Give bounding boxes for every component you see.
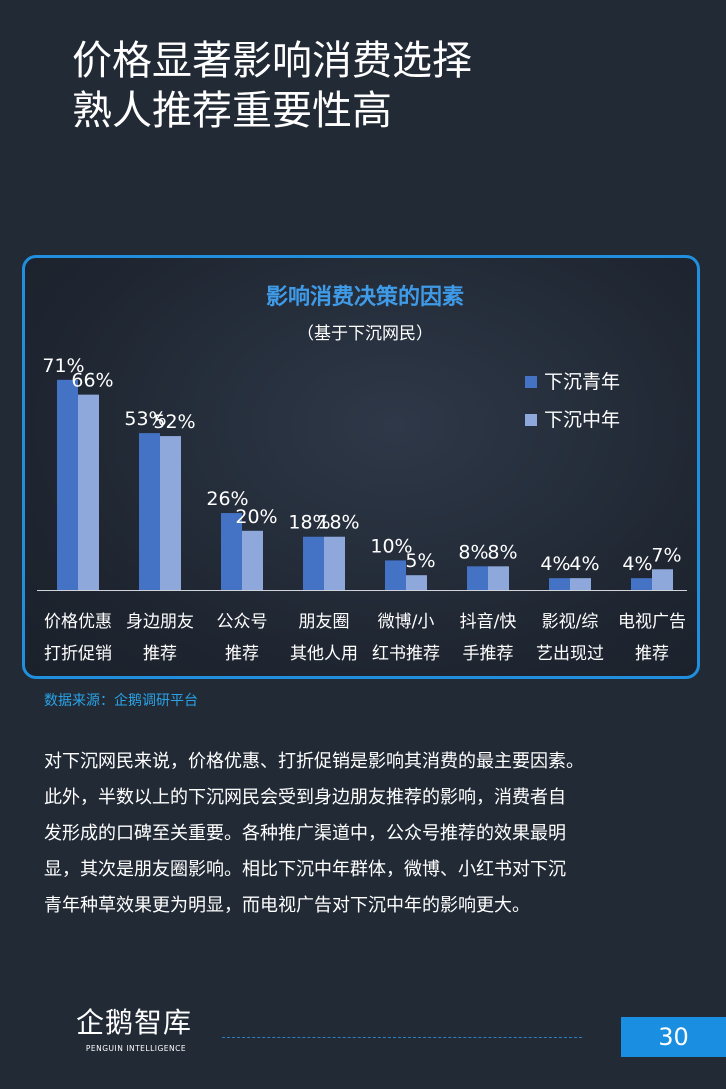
data-label-middle-aged-1: 52% (153, 411, 195, 433)
category-label-3-line-2: 其他人用 (290, 644, 358, 664)
category-label-2-line-1: 公众号 (217, 612, 268, 632)
category-label-3-line-1: 朋友圈 (299, 612, 350, 632)
body-line-3: 发形成的口碑至关重要。各种推广渠道中，公众号推荐的效果最明 (44, 823, 566, 844)
logo-chinese-name: 企鹅智库 (76, 1006, 193, 1039)
data-label-youth-6: 4% (540, 553, 570, 575)
legend-label-middle-aged: 下沉中年 (544, 409, 620, 431)
body-line-2: 此外，半数以上的下沉网民会受到身边朋友推荐的影响，消费者自 (44, 787, 566, 808)
category-label-6-line-1: 影视/综 (542, 612, 599, 632)
category-label-4-line-1: 微博/小 (378, 612, 435, 632)
category-label-1-line-2: 推荐 (143, 644, 177, 664)
chart-panel: 影响消费决策的因素 （基于下沉网民） 71% 66% 价格优惠打折促销 53% 52% 身边朋… (22, 255, 700, 679)
bar-middle-aged-1 (160, 436, 181, 590)
data-label-youth-4: 10% (370, 535, 412, 557)
category-label-2-line-2: 推荐 (225, 644, 259, 664)
bar-youth-1 (139, 433, 160, 590)
data-source: 数据来源：企鹅调研平台 (44, 693, 198, 709)
bar-youth-4 (385, 560, 406, 590)
category-label-0-line-1: 价格优惠 (44, 612, 112, 632)
category-label-0-line-2: 打折促销 (44, 644, 112, 664)
data-label-youth-5: 8% (458, 541, 488, 563)
category-label-5-line-1: 抖音/快 (460, 612, 517, 632)
body-paragraph: 对下沉网民来说，价格优惠、打折促销是影响其消费的最主要因素。 此外，半数以上的下… (44, 744, 684, 924)
bar-youth-0 (57, 379, 78, 590)
category-label-7-line-1: 电视广告 (618, 612, 686, 632)
legend-swatch-youth (525, 376, 537, 388)
chart-title: 影响消费决策的因素 (266, 284, 464, 310)
data-label-middle-aged-6: 4% (569, 553, 599, 575)
bar-middle-aged-4 (406, 575, 427, 590)
data-label-youth-2: 26% (206, 488, 248, 510)
legend-label-youth: 下沉青年 (544, 371, 620, 393)
data-label-youth-1: 53% (124, 408, 166, 430)
data-label-youth-0: 71% (42, 355, 84, 377)
footer-divider (222, 1037, 582, 1038)
category-label-6-line-2: 艺出现过 (536, 644, 604, 664)
data-label-middle-aged-4: 5% (405, 550, 435, 572)
category-label-4-line-2: 红书推荐 (372, 644, 440, 664)
body-line-4: 显，其次是朋友圈影响。相比下沉中年群体，微博、小红书对下沉 (44, 859, 566, 880)
bar-youth-7 (631, 578, 652, 590)
category-label-7-line-2: 推荐 (635, 644, 669, 664)
bar-middle-aged-2 (242, 530, 263, 590)
penguin-intelligence-logo: 企鹅智库 PENGUIN INTELLIGENCE (76, 1006, 196, 1064)
data-label-youth-3: 18% (288, 512, 330, 534)
bar-middle-aged-7 (652, 569, 673, 590)
bar-middle-aged-3 (324, 536, 345, 590)
bar-youth-6 (549, 578, 570, 590)
category-label-1-line-1: 身边朋友 (126, 612, 194, 632)
category-label-5-line-2: 手推荐 (463, 644, 514, 664)
page-title-line-1: 价格显著影响消费选择 (72, 38, 472, 84)
page-title-line-2: 熟人推荐重要性高 (72, 88, 392, 134)
page-title: 价格显著影响消费选择 熟人推荐重要性高 (72, 36, 672, 136)
bar-youth-2 (221, 513, 242, 590)
body-line-5: 青年种草效果更为明显，而电视广告对下沉中年的影响更大。 (44, 895, 530, 916)
data-label-middle-aged-3: 18% (317, 512, 359, 534)
data-label-middle-aged-5: 8% (487, 541, 517, 563)
legend-swatch-middle-aged (525, 414, 537, 426)
data-label-middle-aged-7: 7% (651, 544, 681, 566)
logo-english-name: PENGUIN INTELLIGENCE (85, 1044, 187, 1053)
data-label-middle-aged-2: 20% (235, 506, 277, 528)
bar-youth-5 (467, 566, 488, 590)
chart-subtitle: （基于下沉网民） (297, 324, 433, 344)
bar-middle-aged-6 (570, 578, 591, 590)
body-line-1: 对下沉网民来说，价格优惠、打折促销是影响其消费的最主要因素。 (44, 751, 584, 772)
data-label-middle-aged-0: 66% (71, 370, 113, 392)
page-number: 30 (621, 1017, 726, 1057)
data-label-youth-7: 4% (622, 553, 652, 575)
bar-middle-aged-0 (78, 394, 99, 590)
bar-youth-3 (303, 536, 324, 590)
bar-middle-aged-5 (488, 566, 509, 590)
